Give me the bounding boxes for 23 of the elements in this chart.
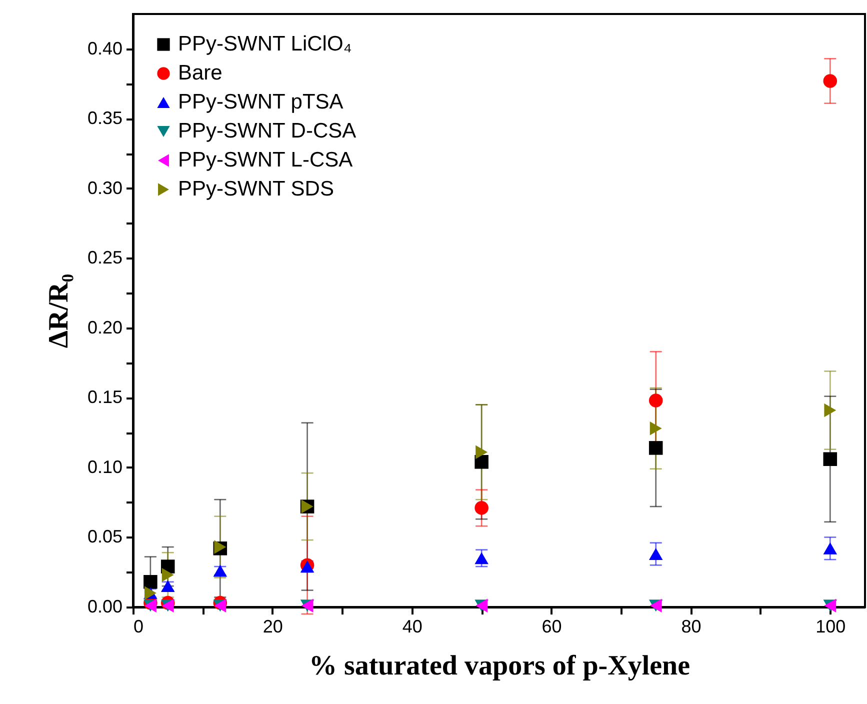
legend-label: PPy-SWNT pTSA (178, 90, 344, 114)
x-tick-label: 0 (134, 616, 144, 636)
x-tick-label: 100 (816, 616, 846, 636)
y-tick-label: 0.35 (87, 108, 122, 128)
y-tick-label: 0.00 (87, 596, 122, 616)
x-tick-label: 20 (262, 616, 283, 636)
y-tick-label: 0.25 (87, 248, 122, 268)
x-tick-label: 40 (402, 616, 422, 636)
legend-label: PPy-SWNT D-CSA (178, 120, 356, 142)
y-tick-label: 0.20 (87, 317, 122, 338)
x-axis-title: % saturated vapors of p-Xylene (308, 650, 690, 682)
legend-label: PPy-SWNT SDS (178, 178, 334, 200)
legend-label: PPy-SWNT L-CSA (178, 148, 353, 172)
legend-label: PPy-SWNT LiClO₄ (178, 32, 352, 56)
legend-label: Bare (178, 62, 222, 84)
x-tick-label: 80 (681, 616, 702, 636)
y-tick-label: 0.30 (87, 178, 122, 198)
x-tick-label: 60 (542, 616, 562, 636)
y-tick-label: 0.15 (87, 387, 122, 408)
y-tick-label: 0.05 (87, 526, 122, 547)
y-tick-label: 0.10 (87, 456, 122, 477)
y-axis-title: ΔR/R₀ (43, 274, 74, 348)
y-tick-label: 0.40 (87, 38, 122, 58)
